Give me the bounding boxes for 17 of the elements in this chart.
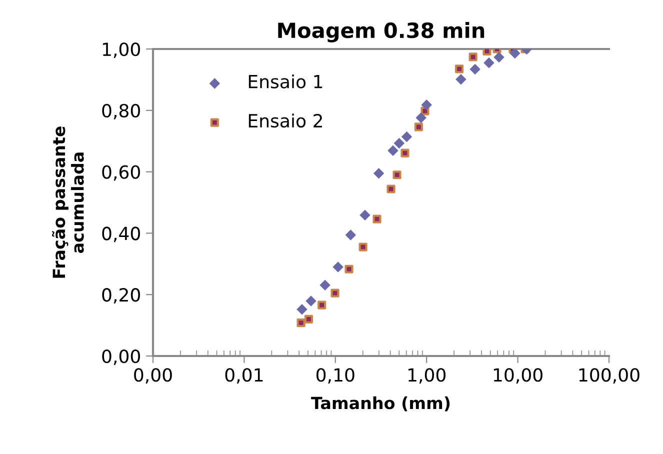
legend-label: Ensaio 2 [248, 114, 322, 128]
x-tick-label: 100,00 [579, 368, 640, 384]
x-tick-label: 0,00 [134, 368, 172, 384]
x-axis-title: Tamanho (mm) [311, 396, 450, 412]
y-tick-label: 0,60 [102, 165, 140, 181]
x-tick-label: 0,01 [225, 368, 263, 384]
legend-label: Ensaio 1 [248, 74, 322, 88]
x-tick-label: 0,10 [316, 368, 354, 384]
y-tick-label: 0,00 [102, 349, 140, 365]
x-tick-label: 10,00 [494, 368, 542, 384]
chart-title: Moagem 0.38 min [278, 22, 484, 42]
y-tick-label: 0,20 [102, 288, 140, 304]
y-axis-title: Fração passante acumulada [52, 126, 84, 278]
x-tick-label: 1,00 [408, 368, 446, 384]
y-tick-label: 0,40 [102, 226, 140, 242]
y-tick-label: 0,80 [102, 104, 140, 120]
y-tick-label: 1,00 [102, 42, 140, 58]
